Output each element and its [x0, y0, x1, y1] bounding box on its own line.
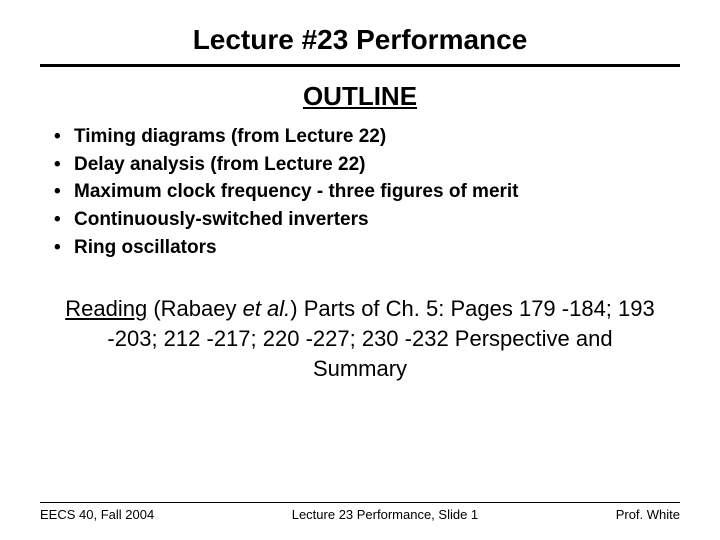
reading-citation-italic: et al.: [243, 296, 291, 321]
slide: Lecture #23 Performance OUTLINE Timing d…: [0, 0, 720, 540]
reading-block: Reading (Rabaey et al.) Parts of Ch. 5: …: [40, 294, 680, 383]
list-item: Maximum clock frequency - three figures …: [50, 179, 680, 205]
bullet-list: Timing diagrams (from Lecture 22) Delay …: [40, 124, 680, 260]
list-item: Continuously-switched inverters: [50, 207, 680, 233]
list-item: Timing diagrams (from Lecture 22): [50, 124, 680, 150]
reading-label: Reading: [65, 296, 147, 321]
footer-rule: [40, 502, 680, 503]
footer-center: Lecture 23 Performance, Slide 1: [292, 507, 478, 522]
footer: EECS 40, Fall 2004 Lecture 23 Performanc…: [40, 502, 680, 522]
footer-row: EECS 40, Fall 2004 Lecture 23 Performanc…: [40, 507, 680, 522]
list-item: Ring oscillators: [50, 235, 680, 261]
list-item: Delay analysis (from Lecture 22): [50, 152, 680, 178]
footer-right: Prof. White: [616, 507, 680, 522]
slide-title: Lecture #23 Performance: [40, 24, 680, 56]
title-rule: [40, 64, 680, 67]
reading-citation-pre: (Rabaey: [147, 296, 242, 321]
footer-left: EECS 40, Fall 2004: [40, 507, 154, 522]
outline-heading: OUTLINE: [40, 81, 680, 112]
